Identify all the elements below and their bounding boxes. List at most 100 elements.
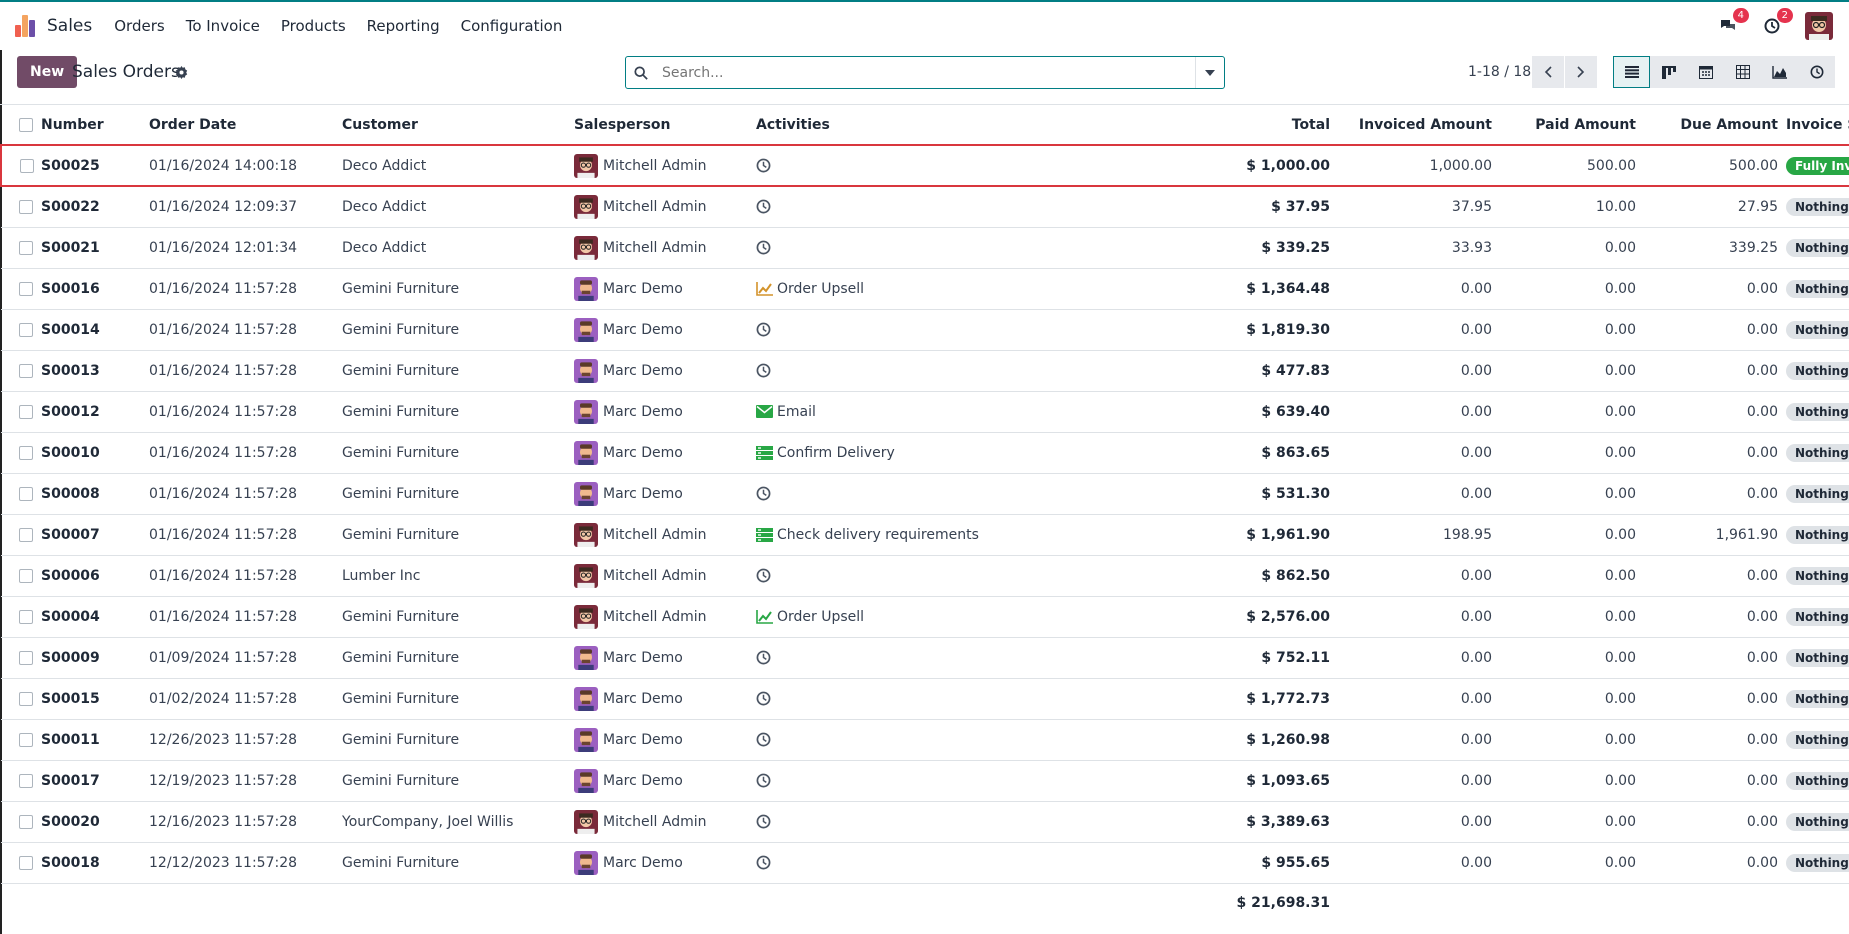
row-checkbox[interactable] bbox=[19, 404, 33, 419]
header-invoiced-amount[interactable]: Invoiced Amount bbox=[1338, 105, 1500, 146]
table-row[interactable]: S00017 12/19/2023 11:57:28 Gemini Furnitur… bbox=[1, 760, 1849, 802]
pager-value[interactable]: 1-18 / 18 bbox=[1468, 64, 1532, 80]
app-brand[interactable]: Sales bbox=[15, 15, 114, 37]
calendar-view-button[interactable] bbox=[1687, 56, 1724, 88]
menu-reporting[interactable]: Reporting bbox=[366, 17, 440, 35]
activity-widget[interactable]: Email bbox=[756, 404, 1186, 420]
table-row[interactable]: S00010 01/16/2024 11:57:28 Gemini Furnitur… bbox=[1, 432, 1849, 474]
activity-widget[interactable] bbox=[756, 486, 1186, 501]
header-total[interactable]: Total bbox=[1186, 105, 1338, 146]
user-avatar[interactable] bbox=[1805, 12, 1833, 40]
activity-widget[interactable]: Check delivery requirements bbox=[756, 527, 1186, 543]
table-row[interactable]: S00009 01/09/2024 11:57:28 Gemini Furnitur… bbox=[1, 637, 1849, 679]
due-amount: 0.00 bbox=[1644, 760, 1786, 802]
activity-widget[interactable] bbox=[756, 650, 1186, 665]
table-row[interactable]: S00008 01/16/2024 11:57:28 Gemini Furnitur… bbox=[1, 473, 1849, 515]
activity-widget[interactable] bbox=[756, 691, 1186, 706]
header-order-date[interactable]: Order Date bbox=[149, 105, 342, 146]
row-checkbox[interactable] bbox=[20, 158, 34, 173]
pager-previous-button[interactable] bbox=[1532, 56, 1564, 88]
row-checkbox[interactable] bbox=[19, 609, 33, 624]
row-checkbox[interactable] bbox=[19, 486, 33, 501]
upsell-chart-icon bbox=[756, 281, 773, 296]
table-row[interactable]: S00011 12/26/2023 11:57:28 Gemini Furnitur… bbox=[1, 719, 1849, 761]
app-name[interactable]: Sales bbox=[47, 16, 93, 36]
header-number[interactable]: Number bbox=[41, 105, 149, 146]
customer: Gemini Furniture bbox=[342, 473, 574, 515]
gear-icon[interactable] bbox=[175, 65, 188, 83]
due-amount: 0.00 bbox=[1644, 842, 1786, 884]
kanban-view-button[interactable] bbox=[1650, 56, 1687, 88]
table-row[interactable]: S00013 01/16/2024 11:57:28 Gemini Furnitur… bbox=[1, 350, 1849, 392]
table-row[interactable]: S00015 01/02/2024 11:57:28 Gemini Furnitur… bbox=[1, 678, 1849, 720]
order-total: $ 752.11 bbox=[1186, 637, 1338, 679]
row-checkbox[interactable] bbox=[19, 527, 33, 542]
search-options-toggle[interactable] bbox=[1195, 57, 1224, 88]
search-input[interactable] bbox=[656, 57, 1195, 88]
activity-widget[interactable] bbox=[756, 158, 1186, 173]
table-row[interactable]: S00012 01/16/2024 11:57:28 Gemini Furnitur… bbox=[1, 391, 1849, 433]
row-checkbox[interactable] bbox=[19, 732, 33, 747]
row-checkbox[interactable] bbox=[19, 363, 33, 378]
row-checkbox[interactable] bbox=[19, 240, 33, 255]
order-date: 01/16/2024 11:57:28 bbox=[149, 268, 342, 310]
header-activities[interactable]: Activities bbox=[756, 105, 1186, 146]
table-row[interactable]: S00016 01/16/2024 11:57:28 Gemini Furnitur… bbox=[1, 268, 1849, 310]
activity-widget[interactable] bbox=[756, 773, 1186, 788]
activity-widget[interactable] bbox=[756, 322, 1186, 337]
select-all-checkbox[interactable] bbox=[19, 117, 33, 132]
search-bar[interactable] bbox=[625, 56, 1225, 89]
pivot-view-button[interactable] bbox=[1724, 56, 1761, 88]
table-row[interactable]: S00004 01/16/2024 11:57:28 Gemini Furnitur… bbox=[1, 596, 1849, 638]
salesperson-avatar bbox=[574, 440, 598, 465]
header-paid-amount[interactable]: Paid Amount bbox=[1500, 105, 1644, 146]
messages-button[interactable]: 4 bbox=[1717, 8, 1749, 37]
table-row[interactable]: S00018 12/12/2023 11:57:28 Gemini Furnitur… bbox=[1, 842, 1849, 884]
activity-widget[interactable] bbox=[756, 814, 1186, 829]
activity-view-button[interactable] bbox=[1798, 56, 1835, 88]
row-checkbox[interactable] bbox=[19, 814, 33, 829]
graph-view-button[interactable] bbox=[1761, 56, 1798, 88]
new-button[interactable]: New bbox=[17, 56, 78, 88]
header-due-amount[interactable]: Due Amount bbox=[1644, 105, 1786, 146]
table-row[interactable]: S00006 01/16/2024 11:57:28 Lumber Inc Mitch… bbox=[1, 555, 1849, 597]
activity-widget[interactable] bbox=[756, 363, 1186, 378]
row-checkbox[interactable] bbox=[19, 281, 33, 296]
salesperson-avatar bbox=[574, 604, 598, 629]
paid-amount: 0.00 bbox=[1500, 678, 1644, 720]
activities-button[interactable]: 2 bbox=[1761, 8, 1793, 37]
row-checkbox[interactable] bbox=[19, 773, 33, 788]
menu-configuration[interactable]: Configuration bbox=[460, 17, 563, 35]
row-checkbox[interactable] bbox=[19, 855, 33, 870]
activity-widget[interactable]: Order Upsell bbox=[756, 281, 1186, 297]
list-view-button[interactable] bbox=[1613, 56, 1650, 88]
menu-orders[interactable]: Orders bbox=[114, 17, 165, 35]
activity-widget[interactable]: Order Upsell bbox=[756, 609, 1186, 625]
table-row[interactable]: S00022 01/16/2024 12:09:37 Deco Addict Mitc… bbox=[1, 186, 1849, 228]
menu-to-invoice[interactable]: To Invoice bbox=[185, 17, 260, 35]
table-row[interactable]: S00014 01/16/2024 11:57:28 Gemini Furnitur… bbox=[1, 309, 1849, 351]
activity-widget[interactable] bbox=[756, 568, 1186, 583]
row-checkbox[interactable] bbox=[19, 691, 33, 706]
header-customer[interactable]: Customer bbox=[342, 105, 574, 146]
pager-next-button[interactable] bbox=[1565, 56, 1597, 88]
activity-widget[interactable]: Confirm Delivery bbox=[756, 445, 1186, 461]
salesperson-name: Marc Demo bbox=[603, 362, 683, 379]
header-salesperson[interactable]: Salesperson bbox=[574, 105, 756, 146]
row-checkbox[interactable] bbox=[19, 445, 33, 460]
table-row[interactable]: S00007 01/16/2024 11:57:28 Gemini Furnitur… bbox=[1, 514, 1849, 556]
activity-widget[interactable] bbox=[756, 199, 1186, 214]
row-checkbox[interactable] bbox=[19, 322, 33, 337]
row-checkbox[interactable] bbox=[19, 568, 33, 583]
table-row[interactable]: S00025 01/16/2024 14:00:18 Deco Addict Mitc… bbox=[0, 144, 1849, 187]
activity-widget[interactable] bbox=[756, 855, 1186, 870]
row-checkbox[interactable] bbox=[19, 650, 33, 665]
activity-widget[interactable] bbox=[756, 732, 1186, 747]
header-invoice-status[interactable]: Invoice Status bbox=[1786, 116, 1849, 133]
table-row[interactable]: S00020 12/16/2023 11:57:28 YourCompany, Jo… bbox=[1, 801, 1849, 843]
table-row[interactable]: S00021 01/16/2024 12:01:34 Deco Addict Mitc… bbox=[1, 227, 1849, 269]
salesperson-avatar bbox=[574, 850, 598, 875]
activity-widget[interactable] bbox=[756, 240, 1186, 255]
menu-products[interactable]: Products bbox=[280, 17, 346, 35]
row-checkbox[interactable] bbox=[19, 199, 33, 214]
